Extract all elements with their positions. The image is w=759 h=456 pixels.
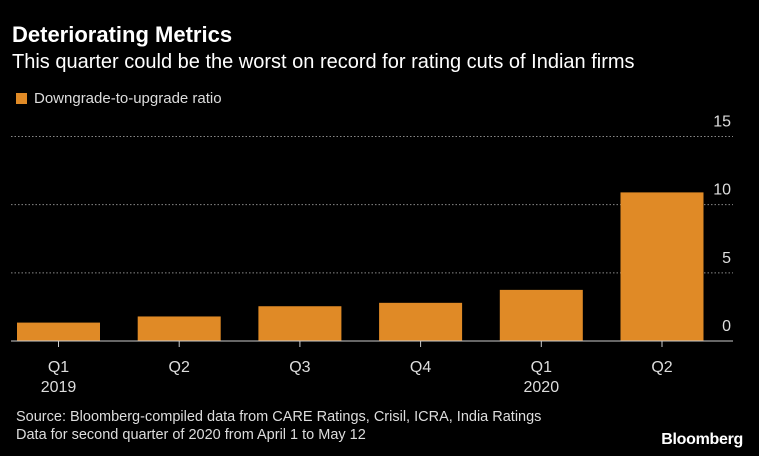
x-tick-label: Q3 (289, 359, 310, 376)
y-tick-label: 15 (713, 114, 731, 131)
bar (499, 289, 583, 341)
x-tick-label: Q1 (531, 359, 552, 376)
bar (379, 302, 463, 341)
x-tick-label: 2019 (41, 379, 77, 396)
y-tick-label: 0 (722, 318, 731, 335)
bar (258, 306, 342, 341)
chart-subtitle: This quarter could be the worst on recor… (12, 51, 635, 73)
bloomberg-logo: Bloomberg (661, 431, 743, 448)
bar (620, 192, 704, 341)
legend: Downgrade-to-upgrade ratio (16, 90, 222, 107)
legend-label: Downgrade-to-upgrade ratio (34, 90, 222, 107)
x-tick-label: Q1 (48, 359, 69, 376)
data-note: Data for second quarter of 2020 from Apr… (16, 427, 366, 443)
y-tick-label: 5 (722, 250, 731, 267)
source-note: Source: Bloomberg-compiled data from CAR… (16, 408, 541, 444)
x-tick-label: Q2 (169, 359, 190, 376)
bar (17, 322, 100, 341)
chart-title: Deteriorating Metrics (12, 22, 233, 47)
x-tick-label: 2020 (524, 379, 560, 396)
bar (137, 316, 221, 341)
source-text: Source: Bloomberg-compiled data from CAR… (16, 409, 542, 425)
legend-swatch (16, 93, 27, 104)
x-tick-label: Q2 (651, 359, 672, 376)
y-tick-label: 10 (713, 182, 731, 199)
x-tick-label: Q4 (410, 359, 431, 376)
